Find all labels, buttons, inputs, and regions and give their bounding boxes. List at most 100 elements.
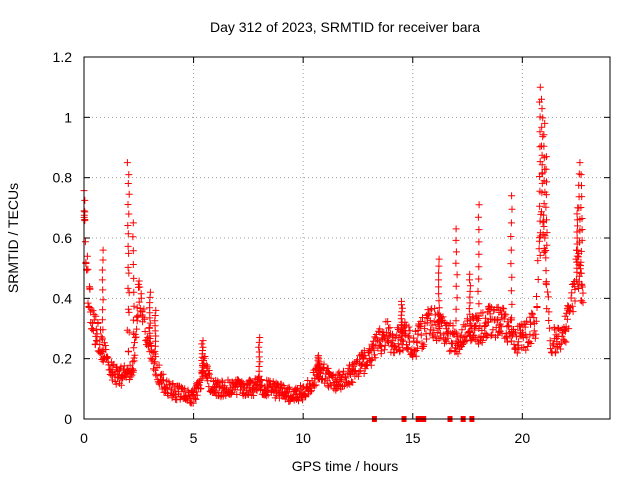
data-point: [133, 317, 141, 325]
data-point: [579, 299, 587, 307]
data-point: [349, 378, 357, 386]
data-point: [340, 367, 347, 375]
data-point: [510, 340, 518, 348]
data-point: [578, 280, 586, 288]
data-point: [534, 276, 542, 283]
data-point: [371, 354, 379, 362]
x-tick-label: 10: [295, 430, 311, 446]
data-point: [314, 352, 322, 360]
data-point: [508, 328, 516, 335]
data-point: [522, 346, 530, 354]
data-point: [284, 384, 292, 392]
data-point: [504, 338, 511, 346]
data-point: [453, 294, 461, 302]
data-point: [360, 370, 368, 377]
data-point: [125, 190, 133, 198]
data-point: [124, 305, 132, 313]
x-tick-label: 5: [190, 430, 198, 446]
data-point: [538, 105, 546, 113]
data-point: [131, 339, 138, 347]
y-tick-label: 0.2: [53, 351, 73, 367]
data-point: [135, 298, 143, 306]
data-point: [523, 317, 531, 325]
data-point: [528, 309, 536, 317]
data-point: [197, 384, 205, 392]
data-point: [541, 234, 549, 242]
data-point: [146, 340, 153, 348]
data-point: [396, 347, 404, 355]
data-point: [141, 328, 149, 335]
data-point: [355, 368, 363, 376]
data-point: [529, 310, 537, 318]
data-point: [493, 316, 501, 324]
data-point: [452, 236, 460, 244]
data-point: [130, 288, 138, 296]
data-point: [101, 342, 109, 349]
data-point: [475, 263, 483, 271]
data-point: [561, 337, 569, 345]
data-point: [107, 365, 115, 373]
data-point: [454, 350, 462, 358]
data-point: [398, 329, 406, 337]
data-point: [144, 343, 152, 351]
data-point: [439, 313, 447, 321]
data-point: [168, 394, 176, 402]
data-point: [482, 330, 490, 338]
data-point: [423, 335, 430, 343]
data-point: [573, 258, 581, 266]
data-point: [405, 332, 413, 340]
data-point: [505, 323, 513, 331]
data-point: [576, 159, 584, 167]
data-point: [125, 328, 133, 336]
data-point: [542, 279, 550, 287]
data-point: [94, 319, 102, 327]
data-point: [124, 263, 132, 271]
data-point: [480, 323, 488, 330]
data-point: [435, 304, 443, 312]
data-point: [193, 391, 201, 399]
data-point: [540, 142, 548, 150]
data-point: [398, 304, 406, 312]
data-point: [398, 308, 406, 316]
data-point: [123, 326, 131, 334]
data-point: [125, 348, 132, 356]
data-point: [98, 266, 106, 274]
data-point: [125, 249, 133, 257]
data-point: [573, 240, 581, 248]
data-point: [575, 285, 583, 292]
data-point: [134, 312, 142, 320]
data-point: [263, 388, 271, 396]
data-point: [527, 340, 535, 347]
data-point: [344, 379, 352, 387]
data-point: [513, 349, 521, 357]
data-point: [532, 330, 540, 338]
data-point: [571, 285, 579, 293]
data-point: [83, 252, 91, 260]
data-point: [526, 330, 534, 338]
data-point: [540, 223, 548, 230]
data-point: [211, 388, 219, 396]
data-point: [543, 241, 551, 249]
data-point: [394, 340, 402, 348]
data-point: [541, 119, 549, 127]
data-point: [103, 353, 111, 361]
data-point: [256, 386, 264, 393]
data-point: [163, 385, 171, 393]
data-point: [495, 328, 503, 336]
data-point: [82, 258, 90, 266]
data-point: [435, 283, 443, 291]
data-point: [84, 265, 92, 273]
data-point: [540, 131, 548, 139]
data-point: [475, 226, 483, 234]
data-point: [546, 337, 554, 345]
data-point: [381, 333, 389, 341]
data-point: [507, 287, 515, 295]
data-point: [218, 377, 226, 385]
data-point: [203, 362, 211, 370]
data-point: [578, 215, 586, 222]
data-point: [99, 256, 107, 264]
data-point: [567, 294, 575, 302]
data-point: [543, 216, 550, 224]
data-points: [80, 83, 587, 422]
data-point: [435, 262, 443, 270]
